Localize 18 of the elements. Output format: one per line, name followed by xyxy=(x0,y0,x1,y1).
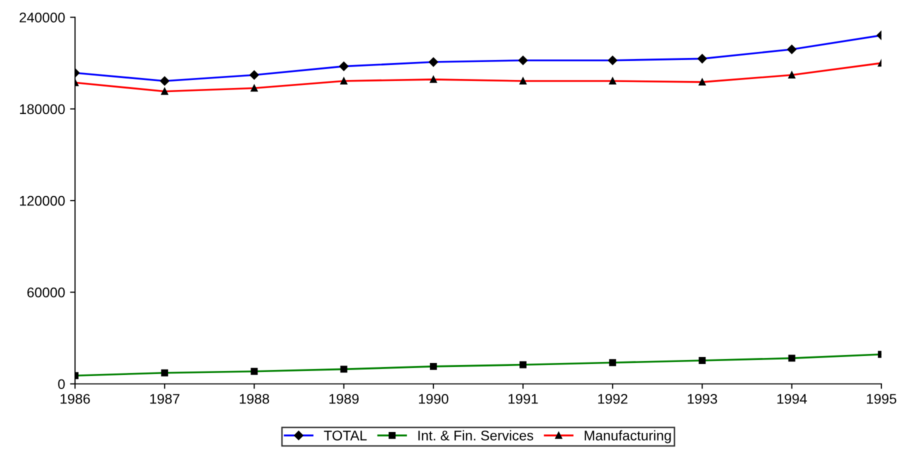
legend-label: TOTAL xyxy=(324,430,367,440)
x-tick-label: 1995 xyxy=(867,394,896,404)
x-tick-label: 1990 xyxy=(419,394,448,404)
x-tick-label: 1988 xyxy=(240,394,270,404)
legend-label: Manufacturing xyxy=(584,430,671,444)
y-tick-label: 240000 xyxy=(20,12,65,22)
x-tick-label: 1986 xyxy=(60,394,90,404)
x-tick-label: 1994 xyxy=(777,394,807,404)
x-tick-label: 1987 xyxy=(150,394,180,404)
x-tick-label: 1992 xyxy=(598,394,628,404)
legend-label: Int. & Fin. Services xyxy=(418,430,534,440)
x-tick-label: 1989 xyxy=(329,394,359,404)
y-tick-label: 180000 xyxy=(20,104,65,114)
x-tick-label: 1993 xyxy=(688,394,718,404)
x-tick-label: 1991 xyxy=(508,394,538,404)
y-tick-label: 60000 xyxy=(27,288,65,298)
y-tick-label: 120000 xyxy=(20,196,65,206)
y-tick-label: 0 xyxy=(58,379,65,390)
